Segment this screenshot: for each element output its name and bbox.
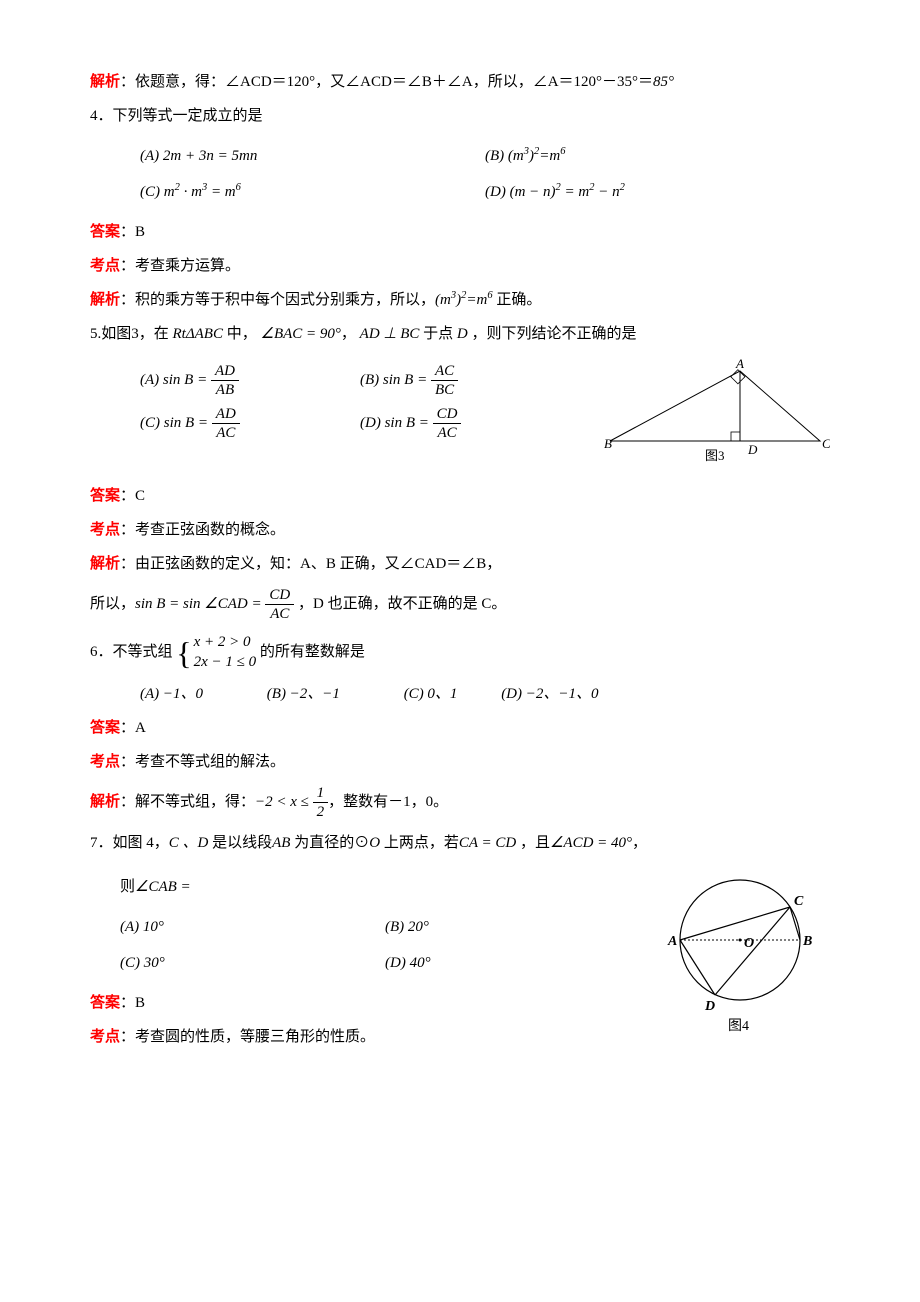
- q7-opt-c: (C) 30°: [120, 951, 385, 975]
- q7-stem-2: 则∠CAB =: [120, 875, 650, 899]
- q7-opt-a: (A) 10°: [120, 915, 385, 939]
- q4-topic: 考点：考查乘方运算。: [90, 254, 830, 278]
- svg-text:A: A: [667, 934, 677, 949]
- svg-text:图3: 图3: [705, 448, 725, 463]
- q6-options: (A) −1、0 (B) −2、−1 (C) 0、1 (D) −2、−1、0: [140, 682, 830, 706]
- q6-opt-b: (B) −2、−1: [267, 682, 340, 706]
- q5-topic: 考点：考查正弦函数的概念。: [90, 518, 830, 542]
- q4-opt-c: (C) m2 · m3 = m6: [140, 180, 485, 204]
- q4-opt-d: (D) (m − n)2 = m2 − n2: [485, 180, 830, 204]
- q5-analysis-1: 解析：由正弦函数的定义，知：A、B 正确，又∠CAD＝∠B，: [90, 552, 830, 576]
- q4-stem: 4．下列等式一定成立的是: [90, 104, 830, 128]
- triangle-figure: A B C D 图3: [600, 356, 830, 466]
- svg-text:C: C: [794, 894, 804, 909]
- svg-text:B: B: [604, 436, 612, 451]
- q6-answer: 答案：A: [90, 716, 830, 740]
- q6-opt-d: (D) −2、−1、0: [501, 682, 598, 706]
- svg-text:B: B: [802, 934, 812, 949]
- q4-options: (A) 2m + 3n = 5mn (B) (m3)2=m6 (C) m2 · …: [140, 138, 830, 210]
- svg-text:A: A: [735, 356, 744, 371]
- q4-number: 4．: [90, 108, 113, 124]
- analysis-label: 解析: [90, 292, 120, 308]
- q5-analysis-2: 所以，sin B = sin ∠CAD = CDAC ，D 也正确，故不正确的是…: [90, 586, 830, 623]
- q5-figure: A B C D 图3: [600, 356, 830, 474]
- q5-answer: 答案：C: [90, 484, 830, 508]
- q7-figure: A B C D O 图4: [650, 865, 830, 1043]
- q6-analysis: 解析：解不等式组，得：−2 < x ≤ 12，整数有－1，0。: [90, 784, 830, 821]
- q4-opt-b: (B) (m3)2=m6: [485, 144, 830, 168]
- q5-body: (A) sin B = ADAB (B) sin B = ACBC (C) si…: [90, 356, 830, 474]
- q5-opt-c: (C) sin B = ADAC: [140, 405, 360, 442]
- q4-opt-a: (A) 2m + 3n = 5mn: [140, 144, 485, 168]
- analysis-label: 解析: [90, 74, 120, 90]
- q4-stem-text: 下列等式一定成立的是: [113, 108, 263, 124]
- svg-text:O: O: [744, 936, 754, 951]
- q7-stem: 7．如图 4，C 、D 是以线段AB 为直径的⊙O 上两点，若CA = CD ，…: [90, 831, 830, 855]
- svg-text:C: C: [822, 436, 830, 451]
- q7-opt-d: (D) 40°: [385, 951, 650, 975]
- svg-text:D: D: [704, 999, 715, 1014]
- q4-answer: 答案：B: [90, 220, 830, 244]
- q3-analysis-text: ：依题意，得：∠ACD＝120°，又∠ACD＝∠B＋∠A，所以，∠A＝120°－…: [120, 74, 653, 90]
- q5-opt-a: (A) sin B = ADAB: [140, 362, 360, 399]
- q6-stem: 6．不等式组 { x + 2 > 0 2x − 1 ≤ 0 的所有整数解是: [90, 633, 830, 672]
- q5-stem: 5.如图3，在 RtΔABC 中， ∠BAC = 90°， AD ⊥ BC 于点…: [90, 322, 830, 346]
- q6-topic: 考点：考查不等式组的解法。: [90, 750, 830, 774]
- circle-figure: A B C D O 图4: [650, 865, 830, 1035]
- q7-options: (A) 10° (B) 20° (C) 30° (D) 40°: [120, 909, 650, 981]
- q3-analysis: 解析：依题意，得：∠ACD＝120°，又∠ACD＝∠B＋∠A，所以，∠A＝120…: [90, 70, 830, 94]
- answer-label: 答案: [90, 224, 120, 240]
- q7-body: 则∠CAB = (A) 10° (B) 20° (C) 30° (D) 40° …: [90, 865, 830, 1059]
- q3-result: 85°: [653, 74, 674, 90]
- q5-options: (A) sin B = ADAB (B) sin B = ACBC (C) si…: [140, 362, 600, 442]
- q6-opt-a: (A) −1、0: [140, 682, 203, 706]
- q4-analysis: 解析：积的乘方等于积中每个因式分别乘方，所以，(m3)2=m6 正确。: [90, 288, 830, 312]
- svg-text:D: D: [747, 442, 758, 457]
- q7-opt-b: (B) 20°: [385, 915, 650, 939]
- q6-opt-c: (C) 0、1: [404, 682, 458, 706]
- q7-answer: 答案：B: [90, 991, 650, 1015]
- topic-label: 考点: [90, 258, 120, 274]
- q5-opt-d: (D) sin B = CDAC: [360, 405, 580, 442]
- q5-opt-b: (B) sin B = ACBC: [360, 362, 580, 399]
- svg-text:图4: 图4: [728, 1019, 749, 1034]
- q7-topic: 考点：考查圆的性质，等腰三角形的性质。: [90, 1025, 650, 1049]
